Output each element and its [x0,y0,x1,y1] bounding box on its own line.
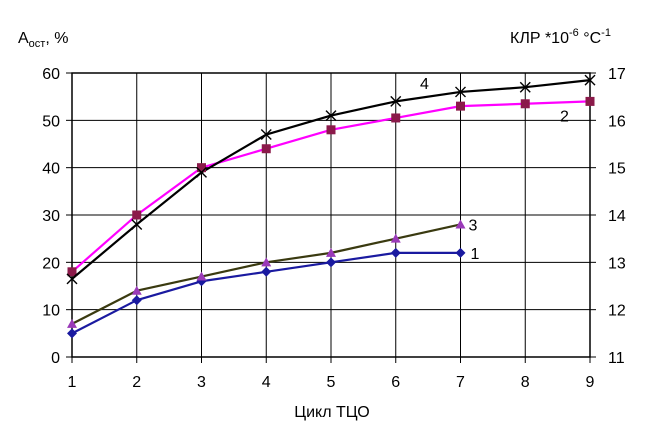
data-point-series-2 [132,210,142,220]
left-axis-label: Aост, % [18,30,68,50]
data-point-series-4 [584,74,596,86]
x-tick-label: 2 [132,374,141,391]
data-point-series-2 [585,96,595,106]
data-point-series-2 [326,125,336,135]
data-point-series-2 [456,101,465,111]
right-axis-label: КЛР *10-6 °С-1 [510,27,611,47]
left-tick-label: 60 [42,66,60,83]
left-tick-label: 50 [42,113,60,130]
data-point-series-4 [196,166,207,178]
left-tick-label: 30 [42,208,60,225]
right-tick-label: 16 [608,113,626,130]
right-tick-label: 15 [608,161,626,178]
data-point-series-2 [391,113,401,123]
x-tick-label: 4 [262,374,271,391]
series-label-2: 2 [560,108,569,125]
left-tick-label: 40 [42,161,60,178]
data-point-series-3 [455,219,466,229]
series-labels: 1 2 3 4 [420,76,569,263]
data-point-series-2 [261,144,271,154]
data-point-series-3 [326,247,336,257]
right-axis-ticks: 11 12 13 14 15 16 17 [590,66,626,367]
series-label-3: 3 [469,217,478,234]
data-point-series-4 [131,218,143,230]
right-tick-label: 14 [608,208,626,225]
x-tick-label: 1 [68,374,77,391]
left-tick-label: 10 [42,303,60,320]
data-point-series-4 [455,86,466,98]
data-point-series-4 [325,110,337,122]
data-point-series-1 [326,257,336,268]
markers-layer [66,74,596,339]
data-point-series-3 [67,318,77,328]
x-axis-label: Цикл ТЦО [294,404,369,421]
x-axis-ticks: 1 2 3 4 5 6 7 8 9 [68,357,595,391]
x-tick-label: 8 [521,374,530,391]
series-label-4: 4 [420,76,429,93]
data-point-series-4 [390,95,402,107]
data-point-series-3 [390,233,401,243]
data-point-series-4 [519,81,531,93]
data-point-series-1 [131,295,142,306]
right-tick-label: 13 [608,255,626,272]
data-point-series-1 [455,247,466,258]
x-tick-label: 3 [197,374,206,391]
right-tick-label: 17 [608,66,626,83]
x-tick-label: 6 [391,374,400,391]
data-point-series-1 [67,328,77,339]
right-tick-label: 12 [608,303,626,320]
x-tick-label: 7 [456,374,465,391]
data-point-series-4 [66,273,78,285]
x-tick-label: 5 [327,374,336,391]
series-label-1: 1 [471,246,480,263]
data-point-series-1 [390,247,401,258]
data-point-series-3 [131,285,142,295]
left-tick-label: 20 [42,255,60,272]
left-tick-label: 0 [51,350,60,367]
data-point-series-1 [261,266,272,277]
right-tick-label: 11 [608,350,625,367]
data-point-series-3 [261,257,272,267]
left-axis-ticks: 0 10 20 30 40 50 60 [42,66,72,367]
data-point-series-4 [260,129,272,141]
data-point-series-3 [196,271,207,281]
data-point-series-2 [67,267,77,277]
x-tick-label: 9 [586,374,595,391]
data-point-series-2 [520,99,530,109]
